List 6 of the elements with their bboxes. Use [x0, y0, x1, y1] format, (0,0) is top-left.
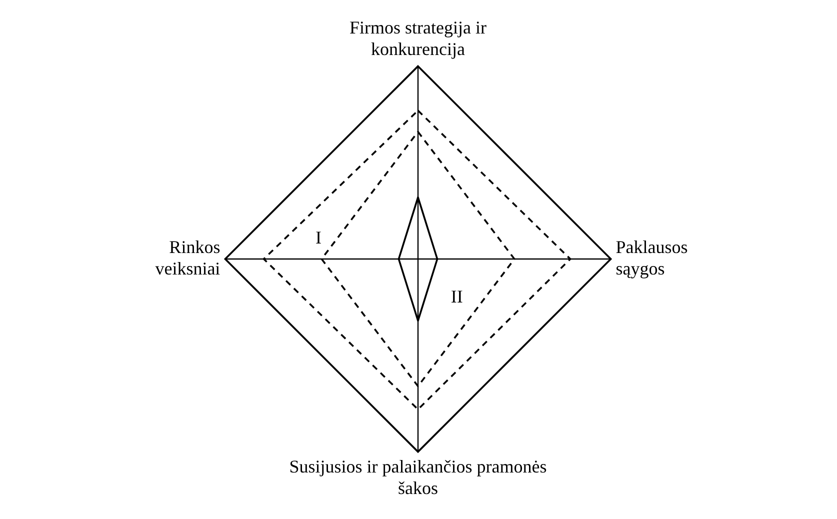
spoke-label: Paklausos sąygos [616, 236, 688, 279]
spoke-label: Rinkos veiksniai [155, 236, 220, 279]
spoke-label: Susijusios ir palaikančios pramonės šakos [289, 456, 547, 498]
spoke-label: Firmos strategija ir konkurencija [350, 18, 486, 60]
text: I [315, 228, 322, 248]
text: II [450, 286, 463, 307]
